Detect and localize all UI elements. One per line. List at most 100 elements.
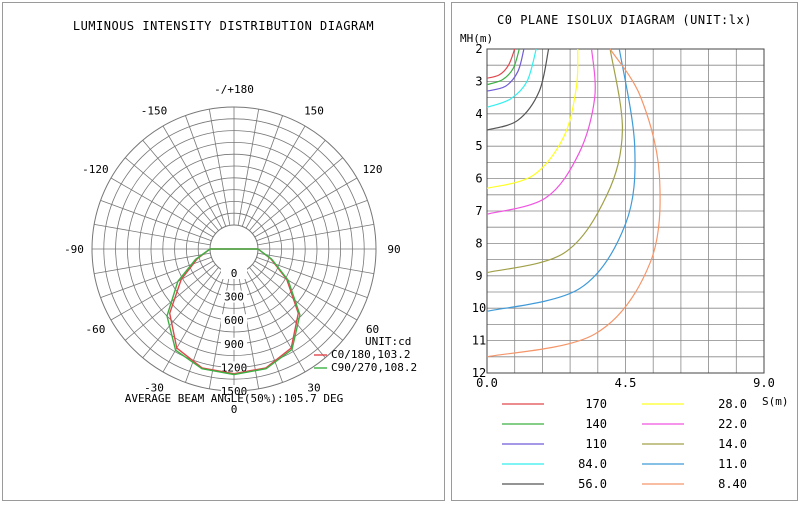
isolux-contour-5 <box>486 48 579 189</box>
polar-spoke <box>254 260 358 321</box>
isolux-legend-label: 11.0 <box>718 457 747 471</box>
x-tick-label: 4.5 <box>615 376 637 390</box>
angle-tick-label: 0 <box>231 403 238 416</box>
radial-tick-bg <box>221 314 247 327</box>
polar-chart: -/+1801501209060300-30-60-90-120-1500300… <box>64 83 417 416</box>
angle-tick-label: -30 <box>144 382 164 395</box>
polar-spoke <box>110 260 214 321</box>
isolux-chart-title: C0 PLANE ISOLUX DIAGRAM (UNIT:lx) <box>497 13 752 27</box>
polar-spoke <box>256 200 368 242</box>
polar-spoke <box>254 177 358 238</box>
polar-spoke <box>142 139 219 231</box>
y-tick-label: 7 <box>475 204 482 218</box>
isolux-panel: C0 PLANE ISOLUX DIAGRAM (UNIT:lx) MH(m) S… <box>451 2 798 501</box>
isolux-contour-0 <box>486 48 516 79</box>
radial-tick-bg <box>221 337 247 350</box>
y-tick-label: 3 <box>475 74 482 88</box>
y-tick-label: 11 <box>472 334 486 348</box>
angle-tick-label: 90 <box>387 243 400 256</box>
polar-spoke <box>185 115 227 227</box>
angle-tick-label: -/+180 <box>214 83 254 96</box>
radial-tick-label: 900 <box>224 338 244 351</box>
angle-tick-label: 150 <box>304 104 324 117</box>
polar-spoke <box>100 256 212 298</box>
radial-tick-label: 600 <box>224 314 244 327</box>
angle-tick-label: 120 <box>363 163 383 176</box>
radial-tick-label: 1500 <box>221 385 248 398</box>
polar-spoke <box>249 267 326 359</box>
polar-unit-label: UNIT:cd <box>365 335 411 348</box>
radial-tick-bg <box>221 290 247 303</box>
polar-spoke <box>162 269 223 373</box>
polar-spoke <box>185 271 227 383</box>
radial-tick-bg <box>221 361 247 374</box>
angle-tick-label: -150 <box>141 104 168 117</box>
isolux-legend-label: 170 <box>585 397 607 411</box>
isolux-contour-2 <box>486 48 525 92</box>
polar-spoke <box>252 157 344 234</box>
y-tick-label: 10 <box>472 301 486 315</box>
angle-tick-label: 60 <box>366 323 379 336</box>
isolux-contour-1 <box>486 48 520 86</box>
plot-frame <box>486 48 765 374</box>
polar-spoke <box>252 264 344 341</box>
radial-tick-label: 300 <box>224 291 244 304</box>
angle-tick-label: -90 <box>64 243 84 256</box>
isolux-contour-9 <box>486 48 661 358</box>
isolux-legend-label: 8.40 <box>718 477 747 491</box>
polar-spoke <box>162 125 223 229</box>
polar-spoke <box>257 223 374 246</box>
polar-spoke <box>241 115 283 227</box>
polar-spoke <box>208 109 231 226</box>
isolux-contour-4 <box>486 48 550 131</box>
polar-spoke <box>237 109 260 226</box>
luminous-intensity-panel: LUMINOUS INTENSITY DISTRIBUTION DIAGRAM … <box>2 2 445 501</box>
x-axis-label: S(m) <box>762 395 789 408</box>
polar-spoke <box>256 256 368 298</box>
x-tick-label: 9.0 <box>753 376 775 390</box>
polar-spoke <box>142 267 219 359</box>
isolux-legend-label: 14.0 <box>718 437 747 451</box>
polar-spoke <box>249 139 326 231</box>
angle-tick-label: -60 <box>85 323 105 336</box>
y-tick-label: 4 <box>475 107 482 121</box>
radial-tick-label: 1200 <box>221 361 248 374</box>
isolux-contour-7 <box>486 48 624 274</box>
isolux-legend-label: 56.0 <box>578 477 607 491</box>
y-tick-label: 12 <box>472 366 486 380</box>
polar-spoke <box>100 200 212 242</box>
polar-chart-title: LUMINOUS INTENSITY DISTRIBUTION DIAGRAM <box>72 19 375 33</box>
x-tick-label: 0.0 <box>476 376 498 390</box>
polar-spoke <box>94 223 211 246</box>
polar-spoke <box>257 252 374 275</box>
isolux-legend-label: 28.0 <box>718 397 747 411</box>
isolux-contour-6 <box>486 48 596 215</box>
y-tick-label: 9 <box>475 269 482 283</box>
radial-tick-label: 0 <box>231 267 238 280</box>
polar-spoke <box>124 157 216 234</box>
isolux-contour-8 <box>486 48 636 312</box>
polar-spoke <box>110 177 214 238</box>
isolux-legend-label: 110 <box>585 437 607 451</box>
polar-series-1 <box>166 248 301 376</box>
beam-angle-footer: AVERAGE BEAM ANGLE(50%):105.7 DEG <box>125 392 344 405</box>
radial-tick-bg <box>221 385 247 397</box>
polar-spoke <box>94 252 211 275</box>
angle-tick-label: -120 <box>82 163 109 176</box>
y-tick-label: 2 <box>475 42 482 56</box>
y-tick-label: 8 <box>475 236 482 250</box>
y-axis-label: MH(m) <box>460 32 493 45</box>
y-tick-label: 6 <box>475 172 482 186</box>
radial-tick-bg <box>221 267 247 279</box>
legend-label: C0/180,103.2 <box>331 348 410 361</box>
isolux-chart: MH(m) S(m) 2 3 4 5 6 7 8 9 10 11 120.0 4.5 9.0 170 140 11… <box>460 32 789 491</box>
polar-spoke <box>241 271 283 383</box>
isolux-legend-label: 84.0 <box>578 457 607 471</box>
isolux-contour-3 <box>486 48 537 108</box>
angle-tick-label: 30 <box>307 382 320 395</box>
polar-spoke <box>245 269 306 373</box>
polar-spoke <box>245 125 306 229</box>
polar-spoke <box>124 264 216 341</box>
y-tick-label: 5 <box>475 139 482 153</box>
isolux-legend-label: 140 <box>585 417 607 431</box>
